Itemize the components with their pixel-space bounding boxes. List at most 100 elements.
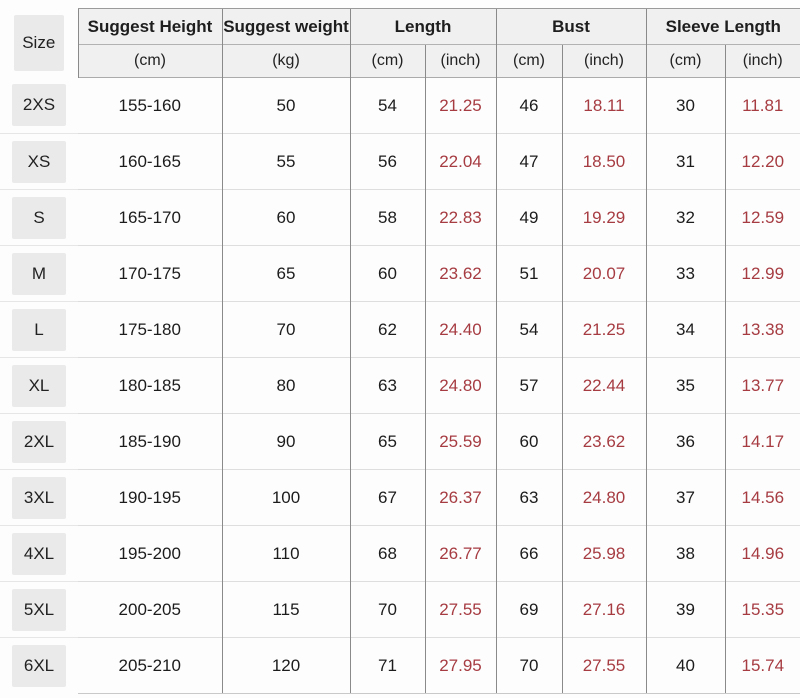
cell-sleeve-cm: 40 [645,637,725,694]
table-body: 2XS 155-160 50 54 21.25 46 18.11 30 11.8… [0,77,800,694]
cell-suggest-height: 170-175 [78,245,222,302]
cell-length-inch: 25.59 [424,413,496,470]
cell-length-cm: 67 [349,469,425,526]
table-row: 5XL 200-205 115 70 27.55 69 27.16 39 15.… [0,581,800,638]
cell-bust-cm: 46 [495,77,562,134]
col-header-suggest-height: Suggest Height [77,8,222,45]
cell-bust-inch: 27.55 [561,637,646,694]
cell-sleeve-inch: 12.59 [724,189,800,246]
cell-length-cm: 62 [349,301,425,358]
cell-sleeve-cm: 30 [645,77,725,134]
cell-length-inch: 24.80 [424,357,496,414]
size-chip: 2XS [12,84,66,127]
cell-bust-inch: 18.11 [561,77,646,134]
table-row: M 170-175 65 60 23.62 51 20.07 33 12.99 [0,245,800,302]
cell-sleeve-inch: 14.17 [724,413,800,470]
unit-length-inch: (inch) [424,44,496,78]
cell-suggest-weight: 50 [221,77,350,134]
cell-suggest-height: 175-180 [78,301,222,358]
size-chip: 4XL [12,532,66,575]
cell-size: 2XL [0,413,78,470]
cell-suggest-weight: 120 [221,637,350,694]
size-header-chip: Size [13,15,64,71]
cell-length-cm: 65 [349,413,425,470]
cell-bust-inch: 19.29 [561,189,646,246]
cell-size: XL [0,357,78,414]
cell-bust-inch: 25.98 [561,525,646,582]
cell-length-cm: 56 [349,133,425,190]
table-row: 2XS 155-160 50 54 21.25 46 18.11 30 11.8… [0,77,800,134]
cell-length-cm: 54 [349,77,425,134]
cell-length-inch: 26.77 [424,525,496,582]
size-chip: L [12,308,66,351]
cell-sleeve-cm: 38 [645,525,725,582]
cell-suggest-weight: 80 [221,357,350,414]
col-header-suggest-weight: Suggest weight [221,8,350,45]
cell-sleeve-cm: 33 [645,245,725,302]
table-row: 3XL 190-195 100 67 26.37 63 24.80 37 14.… [0,469,800,526]
cell-bust-inch: 21.25 [561,301,646,358]
cell-suggest-height: 180-185 [78,357,222,414]
cell-suggest-height: 195-200 [78,525,222,582]
cell-sleeve-cm: 35 [645,357,725,414]
col-header-sleeve-length: Sleeve Length [645,8,800,45]
cell-bust-cm: 51 [495,245,562,302]
cell-size: 2XS [0,78,78,134]
cell-sleeve-inch: 11.81 [724,77,800,134]
cell-size: XS [0,133,78,190]
cell-length-inch: 27.55 [424,581,496,638]
cell-suggest-weight: 60 [221,189,350,246]
cell-sleeve-cm: 34 [645,301,725,358]
cell-length-inch: 22.04 [424,133,496,190]
cell-suggest-weight: 55 [221,133,350,190]
unit-bust-cm: (cm) [495,44,562,78]
cell-size: 4XL [0,525,78,582]
unit-sleeve-inch: (inch) [724,44,800,78]
cell-size: L [0,301,78,358]
cell-suggest-weight: 65 [221,245,350,302]
cell-bust-cm: 69 [495,581,562,638]
cell-sleeve-cm: 39 [645,581,725,638]
table-row: 2XL 185-190 90 65 25.59 60 23.62 36 14.1… [0,413,800,470]
cell-sleeve-inch: 15.74 [724,637,800,694]
cell-bust-inch: 27.16 [561,581,646,638]
cell-sleeve-cm: 32 [645,189,725,246]
table-row: XS 160-165 55 56 22.04 47 18.50 31 12.20 [0,133,800,190]
cell-sleeve-inch: 13.38 [724,301,800,358]
size-chip: XS [12,140,66,183]
cell-length-cm: 63 [349,357,425,414]
cell-size: M [0,245,78,302]
cell-bust-inch: 22.44 [561,357,646,414]
size-chart-table: Size Suggest Height Suggest weight Lengt… [0,8,800,694]
cell-suggest-height: 165-170 [78,189,222,246]
cell-bust-cm: 47 [495,133,562,190]
cell-suggest-height: 185-190 [78,413,222,470]
cell-bust-inch: 24.80 [561,469,646,526]
table-row: 4XL 195-200 110 68 26.77 66 25.98 38 14.… [0,525,800,582]
cell-suggest-weight: 90 [221,413,350,470]
cell-suggest-weight: 70 [221,301,350,358]
cell-bust-cm: 54 [495,301,562,358]
size-chip: S [12,196,66,239]
table-row: 6XL 205-210 120 71 27.95 70 27.55 40 15.… [0,637,800,694]
cell-bust-inch: 18.50 [561,133,646,190]
cell-sleeve-inch: 12.20 [724,133,800,190]
table-row: XL 180-185 80 63 24.80 57 22.44 35 13.77 [0,357,800,414]
col-header-bust: Bust [495,8,646,45]
unit-length-cm: (cm) [349,44,425,78]
size-chip: 5XL [12,588,66,631]
cell-length-inch: 21.25 [424,77,496,134]
cell-sleeve-inch: 15.35 [724,581,800,638]
unit-sleeve-cm: (cm) [645,44,725,78]
cell-bust-cm: 66 [495,525,562,582]
cell-size: 3XL [0,469,78,526]
table-header: Size Suggest Height Suggest weight Lengt… [0,8,800,78]
cell-suggest-height: 200-205 [78,581,222,638]
size-chip: 3XL [12,476,66,519]
cell-bust-cm: 49 [495,189,562,246]
cell-size: 5XL [0,581,78,638]
cell-sleeve-cm: 37 [645,469,725,526]
cell-suggest-weight: 110 [221,525,350,582]
col-header-length: Length [349,8,496,45]
header-group-row: Size Suggest Height Suggest weight Lengt… [0,8,800,71]
